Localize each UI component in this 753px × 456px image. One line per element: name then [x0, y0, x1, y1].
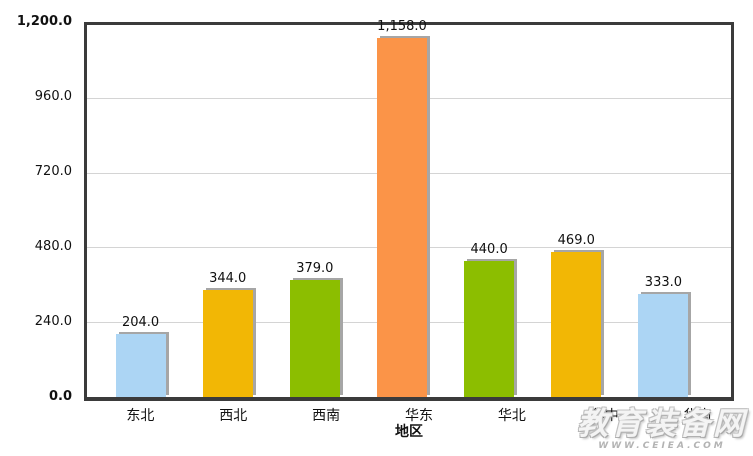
x-category-label: 华东 [405, 408, 433, 424]
x-category-label: 华北 [497, 408, 526, 424]
bar-value-label: 333.0 [644, 274, 683, 290]
x-category-label: 华中 [590, 408, 619, 424]
x-axis-title: 地区 [395, 424, 423, 440]
bar-slot: 379.0 [271, 25, 358, 397]
bar-value-label: 204.0 [121, 314, 160, 330]
y-tick-label: 720.0 [34, 164, 72, 179]
plot-inner: 204.0 344.0 379.0 1,158.0 440.0 469.0 333.0 [87, 19, 731, 397]
watermark-site-url: WWW.CEIEA.COM [598, 441, 726, 451]
y-tick-label: 480.0 [34, 239, 72, 254]
bar-value-label: 344.0 [209, 271, 247, 287]
bar [638, 293, 689, 397]
bar-slot: 344.0 [184, 25, 271, 397]
bar [376, 38, 427, 397]
x-category-label: 华南 [683, 408, 712, 424]
y-tick-label: 960.0 [34, 89, 72, 104]
x-category-label: 西南 [312, 408, 341, 424]
bar [202, 290, 253, 397]
y-tick-label: 240.0 [34, 314, 72, 329]
bar-slot: 204.0 [97, 25, 184, 397]
bar-slot: 333.0 [620, 25, 707, 397]
bar-series: 204.0 344.0 379.0 1,158.0 440.0 469.0 333.0 [87, 19, 731, 397]
x-category-label: 东北 [126, 408, 155, 424]
x-axis-labels: 东北 西北 西南 华东 华北 华中 华南 [84, 405, 753, 425]
y-tick-label: 1,200.0 [16, 14, 72, 29]
bar-slot: 1,158.0 [358, 19, 445, 397]
plot-area: 204.0 344.0 379.0 1,158.0 440.0 469.0 333.0 [84, 19, 734, 401]
bar-slot: 469.0 [533, 25, 620, 397]
y-tick-label: 0.0 [48, 389, 72, 404]
bar [115, 333, 166, 397]
bar-value-label: 440.0 [470, 241, 508, 257]
bar [551, 251, 602, 397]
bar-slot: 440.0 [446, 25, 533, 397]
bar-value-label: 469.0 [557, 232, 595, 248]
x-category-label: 西北 [219, 408, 248, 424]
bar-value-label: 1,158.0 [377, 19, 427, 35]
bar-value-label: 379.0 [296, 260, 334, 276]
bar [464, 260, 515, 397]
y-axis: 0.0 240.0 480.0 720.0 960.0 1,200.0 [0, 14, 78, 404]
bar [289, 279, 340, 397]
